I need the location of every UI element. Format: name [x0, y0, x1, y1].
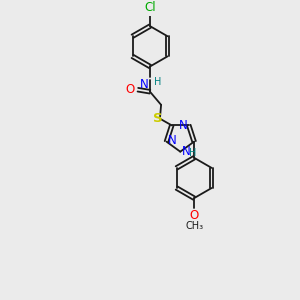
- Text: CH₃: CH₃: [185, 221, 203, 231]
- Text: H: H: [189, 148, 197, 158]
- Text: Cl: Cl: [144, 1, 156, 14]
- Text: N: N: [168, 134, 177, 147]
- Text: N: N: [182, 145, 190, 158]
- Text: H: H: [154, 76, 162, 87]
- Text: N: N: [178, 119, 187, 132]
- Text: S: S: [153, 112, 163, 125]
- Text: O: O: [126, 83, 135, 96]
- Text: O: O: [190, 208, 199, 222]
- Text: N: N: [140, 78, 149, 91]
